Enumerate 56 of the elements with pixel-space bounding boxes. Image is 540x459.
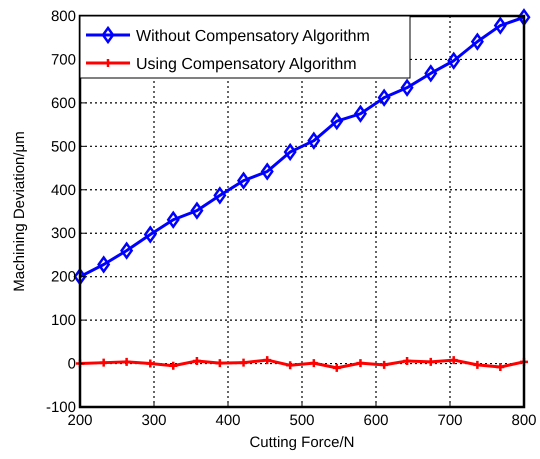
y-tick-label: 300 xyxy=(50,225,76,242)
point xyxy=(495,362,506,372)
legend-label: Using Compensatory Algorithm xyxy=(136,56,357,73)
x-tick-label: 500 xyxy=(289,412,315,429)
point xyxy=(308,358,320,368)
point xyxy=(98,357,109,368)
point xyxy=(144,226,157,243)
y-tick-label: 400 xyxy=(50,182,76,199)
point xyxy=(447,52,460,69)
y-axis-title: Machining Deviation/μm xyxy=(11,131,28,292)
x-tick-label: 400 xyxy=(215,412,241,429)
point xyxy=(145,358,156,369)
point xyxy=(284,360,296,371)
point xyxy=(260,163,274,180)
point xyxy=(120,242,133,259)
point xyxy=(332,362,342,374)
x-tick-label: 600 xyxy=(363,412,389,429)
point xyxy=(166,212,180,228)
point xyxy=(238,357,249,368)
point xyxy=(354,106,367,122)
y-tick-label: 0 xyxy=(68,356,76,373)
point xyxy=(330,112,344,130)
point xyxy=(355,358,366,368)
y-tick-label: 600 xyxy=(50,94,76,112)
point xyxy=(378,89,390,106)
x-tick-label: 800 xyxy=(511,412,537,429)
point xyxy=(426,356,436,368)
point xyxy=(192,356,202,366)
y-tick-label: 700 xyxy=(50,51,76,68)
x-tick-label: 700 xyxy=(437,412,463,429)
point xyxy=(190,202,204,219)
x-tick-label: 300 xyxy=(141,412,167,429)
point xyxy=(448,354,459,366)
y-tick-label: 100 xyxy=(50,312,76,330)
point xyxy=(237,172,250,189)
point xyxy=(472,360,483,370)
point xyxy=(168,360,178,371)
point xyxy=(402,356,412,366)
y-tick-label: 500 xyxy=(50,138,76,156)
point xyxy=(262,354,272,366)
point xyxy=(121,356,132,368)
point xyxy=(97,256,110,273)
point xyxy=(214,187,226,204)
x-axis-title: Cutting Force/N xyxy=(249,434,355,451)
point xyxy=(378,360,390,370)
point xyxy=(308,132,320,149)
legend-label: Without Compensatory Algorithm xyxy=(136,28,370,45)
point xyxy=(518,9,530,26)
point xyxy=(400,79,414,96)
y-tick-label: 200 xyxy=(50,268,76,286)
point xyxy=(471,33,484,50)
y-tick-label: 800 xyxy=(50,8,76,25)
point xyxy=(284,144,296,160)
point xyxy=(424,65,438,82)
point xyxy=(74,268,86,285)
point xyxy=(494,17,507,34)
